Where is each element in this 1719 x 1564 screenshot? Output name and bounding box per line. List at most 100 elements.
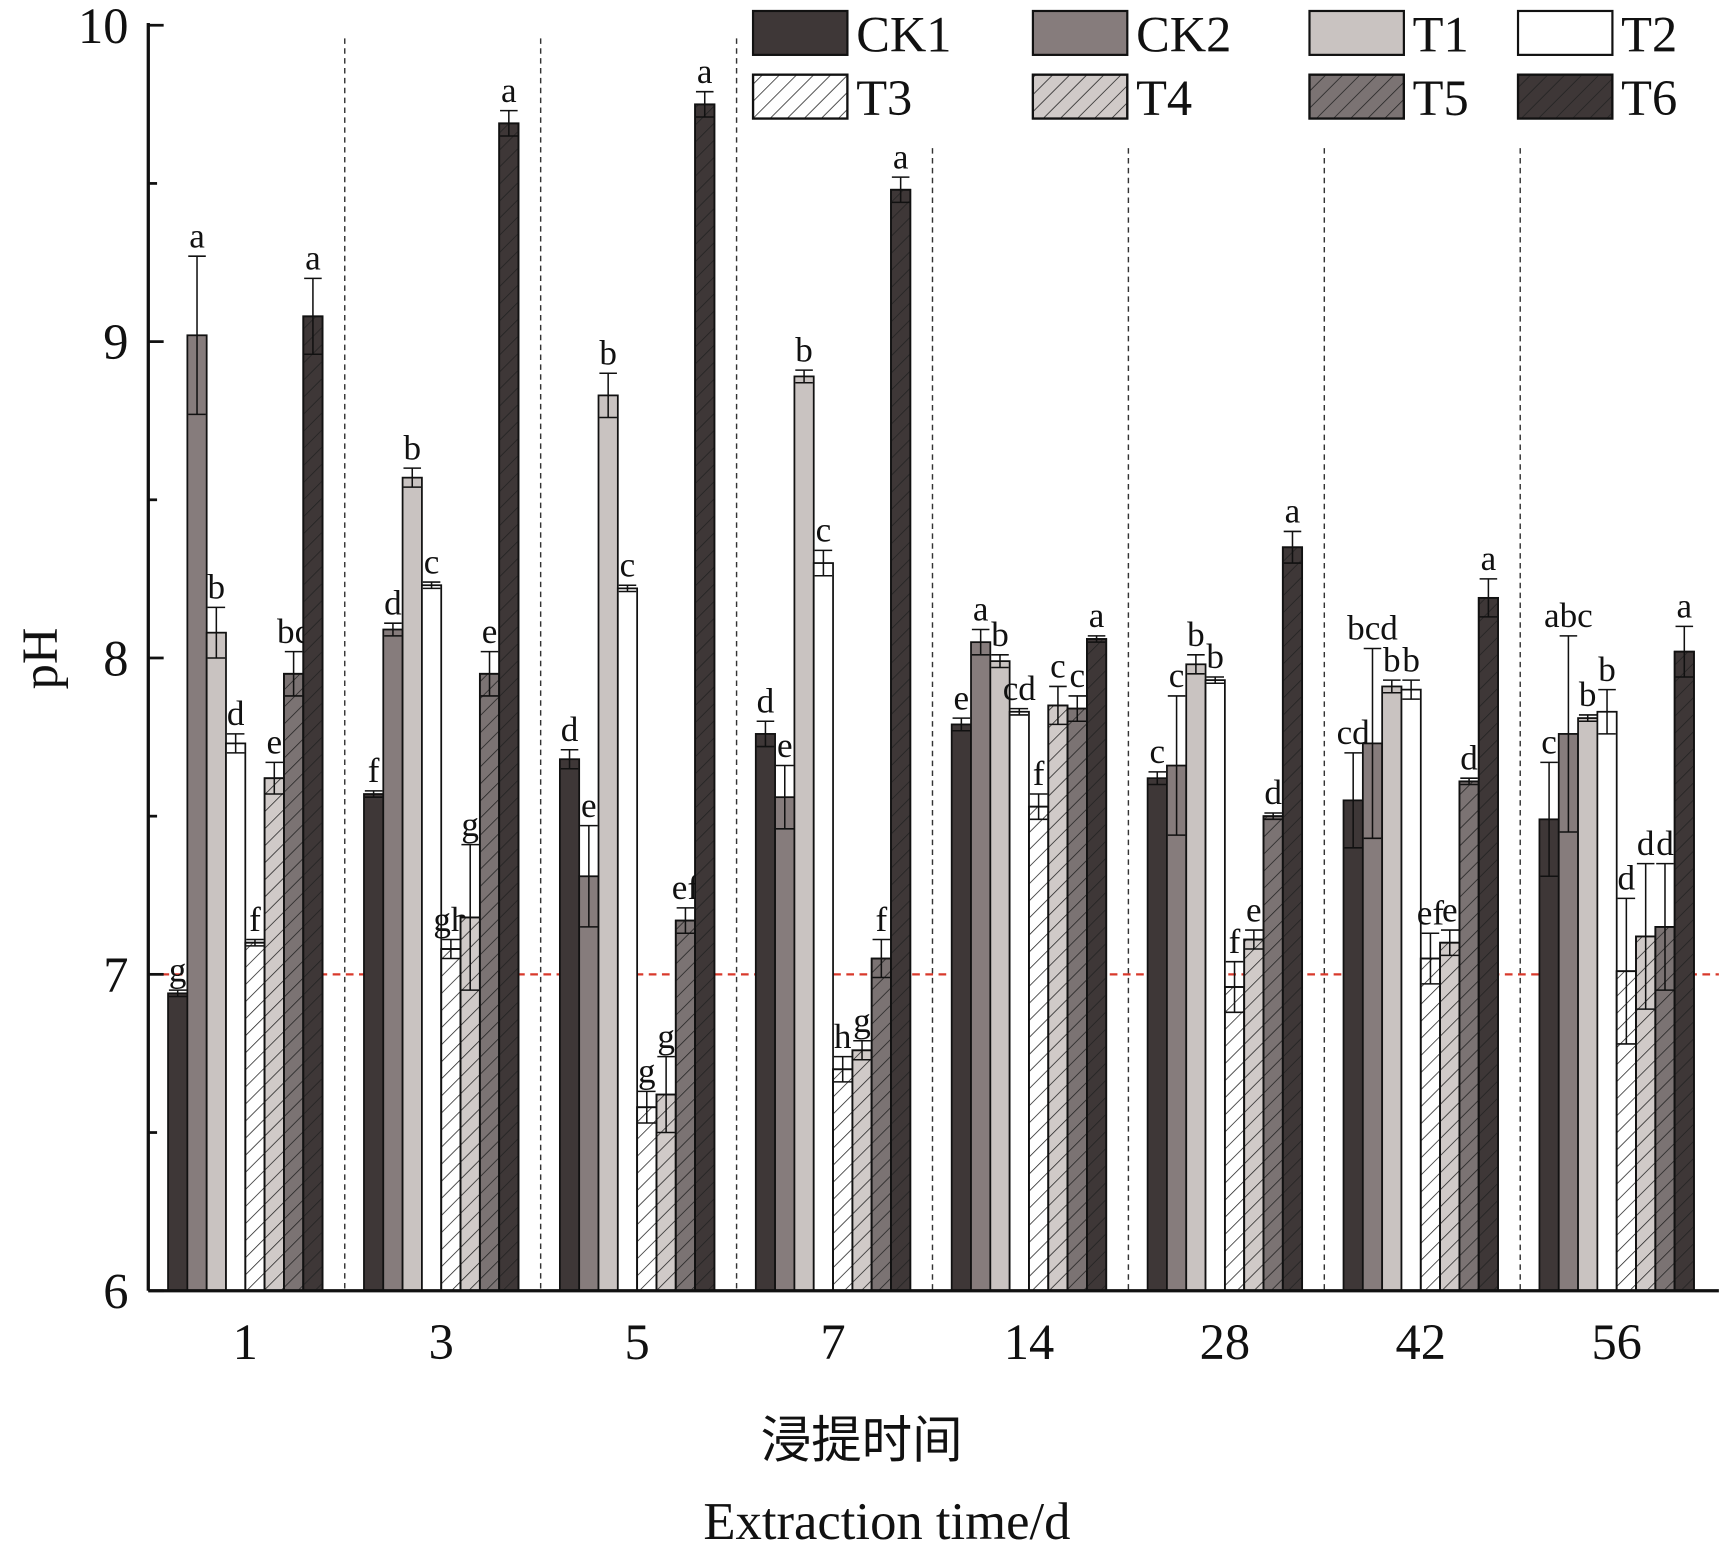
significance-letter: a: [1285, 492, 1301, 531]
bar-hatch: [832, 1068, 854, 1292]
bar-t1-day-14: [989, 660, 1011, 1292]
significance-letter: g: [657, 1017, 675, 1056]
significance-letter: c: [816, 511, 832, 550]
significance-letter: d: [1656, 824, 1674, 863]
significance-letter: b: [795, 330, 813, 369]
significance-letter: b: [1579, 675, 1597, 714]
bar-hatch: [440, 948, 462, 1292]
significance-letter: ef: [1417, 893, 1445, 932]
legend-label: T4: [1136, 70, 1192, 126]
bar-hatch: [636, 1106, 658, 1292]
significance-letter: e: [581, 786, 597, 825]
y-tick-label: 9: [103, 314, 128, 370]
legend: CK1 CK2 T1 T2 T3 T4 T5 T6: [751, 7, 1677, 126]
bar-ck2-day-14: [970, 641, 992, 1292]
x-tick-label: 5: [625, 1314, 650, 1370]
bar-hatch: [244, 941, 266, 1292]
bar-t1-day-56: [1577, 717, 1599, 1292]
bar-t2-day-5: [616, 587, 639, 1292]
significance-letter: e: [482, 612, 498, 651]
bar-hatch: [1439, 941, 1461, 1292]
x-tick-label: 3: [429, 1314, 454, 1370]
legend-swatch-ck2: [1031, 9, 1129, 56]
significance-letter: f: [875, 900, 887, 939]
bar-hatch: [851, 1049, 873, 1292]
bar-ck2-day-1: [186, 334, 208, 1292]
significance-letter: c: [620, 545, 636, 584]
bar-hatch: [1223, 986, 1246, 1292]
legend-label: T1: [1413, 7, 1469, 63]
bar-t2-day-14: [1008, 710, 1030, 1292]
bar-ck1-day-14: [950, 723, 972, 1292]
legend-swatch-ck1: [751, 9, 849, 56]
bar-ck1-day-56: [1538, 818, 1560, 1292]
significance-letter: cd: [1003, 669, 1037, 708]
significance-letter: h: [834, 1017, 852, 1056]
bar-t1-day-5: [597, 394, 619, 1292]
legend-label: T2: [1621, 7, 1677, 63]
bar-t2-day-56: [1596, 710, 1618, 1292]
significance-letter: abc: [1544, 596, 1593, 635]
significance-letter: d: [1460, 738, 1478, 777]
bar-hatch: [302, 315, 324, 1292]
bar-hatch: [1419, 957, 1441, 1292]
x-tick-label: 14: [1004, 1314, 1054, 1370]
bar-hatch: [870, 957, 892, 1292]
bar-hatch: [1262, 815, 1284, 1292]
significance-letter: e: [777, 726, 793, 765]
significance-letter: g: [638, 1052, 656, 1091]
bar-t1-day-28: [1185, 663, 1207, 1292]
bar-hatch: [263, 777, 285, 1292]
bar-t2-day-28: [1204, 679, 1226, 1292]
significance-letter: c: [1069, 656, 1085, 695]
bar-ck2-day-3: [382, 628, 404, 1292]
x-tick-label: 56: [1591, 1314, 1641, 1370]
significance-letter: d: [1637, 824, 1655, 863]
x-tick-label: 1: [233, 1314, 258, 1370]
bar-ck1-day-28: [1146, 777, 1168, 1292]
significance-letter: d: [1618, 859, 1636, 898]
bar-t2-day-1: [225, 742, 247, 1292]
legend-swatch-t2: [1516, 9, 1614, 56]
bar-ck2-day-28: [1166, 764, 1188, 1292]
bar-ck1-day-1: [167, 992, 189, 1292]
significance-letter: b: [599, 333, 617, 372]
significance-letter: a: [697, 52, 713, 91]
y-tick-label: 6: [103, 1263, 128, 1319]
significance-letter: a: [1481, 539, 1497, 578]
significance-letter: g: [169, 950, 187, 989]
bar-t2-day-42: [1400, 688, 1422, 1292]
significance-letter: b: [1187, 615, 1205, 654]
significance-letter: f: [1229, 922, 1241, 961]
bar-t1-day-7: [793, 375, 815, 1292]
bar-hatch: [1028, 805, 1050, 1292]
significance-letter: c: [1050, 647, 1066, 686]
legend-label: T3: [856, 70, 912, 126]
y-axis-label: pH: [12, 628, 68, 690]
bar-hatch: [1086, 638, 1108, 1292]
bar-ck1-day-3: [363, 793, 385, 1292]
bar-ck1-day-5: [558, 758, 581, 1292]
bar-hatch: [1673, 650, 1695, 1292]
legend-swatch-hatch: [1516, 73, 1614, 120]
bar-hatch: [1243, 938, 1265, 1292]
significance-letter: e: [1246, 890, 1262, 929]
significance-letter: b: [1598, 650, 1616, 689]
legend-swatch-t1: [1308, 9, 1405, 56]
y-tick-label: 8: [103, 631, 128, 687]
bar-t1-day-1: [205, 631, 227, 1292]
x-axis-label-cn: 浸提时间: [761, 1413, 963, 1469]
bar-hatch: [1281, 546, 1304, 1292]
significance-letter: a: [189, 216, 205, 255]
x-tick-label: 42: [1396, 1314, 1446, 1370]
significance-letter: g: [853, 1001, 871, 1040]
significance-letter: e: [1442, 890, 1458, 929]
significance-letter: e: [266, 723, 282, 762]
significance-letter: f: [1033, 754, 1045, 793]
significance-letter: d: [757, 681, 775, 720]
significance-letter: g: [461, 805, 479, 844]
significance-letter: c: [1149, 732, 1165, 771]
significance-letter: a: [1089, 596, 1105, 635]
bar-hatch: [1477, 596, 1499, 1292]
